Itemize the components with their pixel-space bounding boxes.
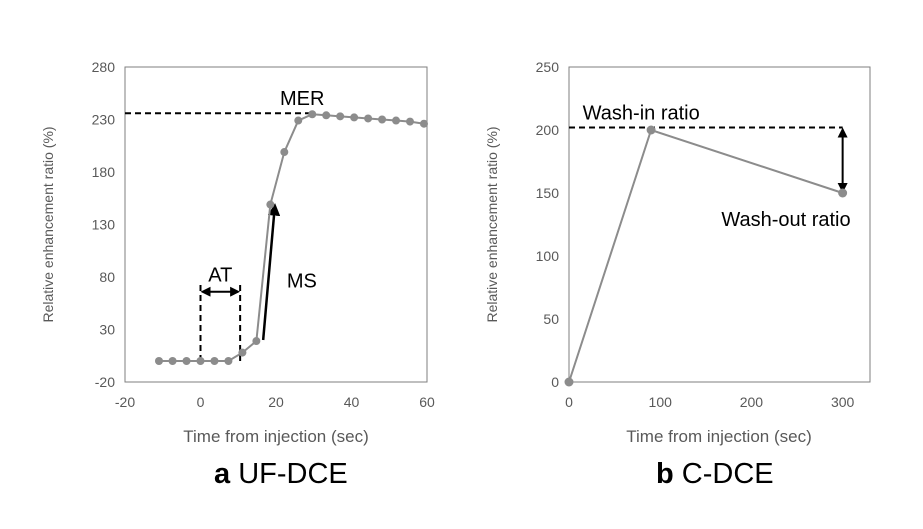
annotation-label: AT — [208, 265, 232, 287]
chart-b: 0 50 100 150 200 250 0 100 200 300 Time from injec… — [484, 59, 871, 446]
x-tick-label: 0 — [565, 394, 573, 410]
y-tick-label: 150 — [536, 185, 560, 201]
data-point — [308, 110, 317, 119]
annotation-label: MER — [280, 88, 324, 110]
annotation-label: Wash-out ratio — [721, 209, 850, 231]
data-point — [196, 357, 205, 365]
y-tick-label: 100 — [536, 248, 560, 264]
x-axis-title: Time from injection (sec) — [183, 427, 368, 446]
y-axis-title: Relative enhancement ratio (%) — [40, 126, 56, 322]
data-point — [392, 116, 401, 125]
series-line — [158, 113, 425, 362]
data-point — [336, 112, 345, 121]
data-point — [406, 117, 415, 126]
data-point — [564, 377, 574, 387]
caption-a: a UF-DCE — [214, 458, 348, 490]
y-tick-label: 50 — [543, 311, 559, 327]
y-tick-label: 180 — [92, 164, 116, 180]
x-axis-title: Time from injection (sec) — [626, 427, 811, 446]
plot-area — [124, 66, 428, 383]
plot-area — [568, 66, 871, 383]
x-tick-label: 20 — [268, 394, 284, 410]
data-point — [266, 200, 275, 209]
data-point — [238, 348, 247, 357]
data-point — [224, 357, 233, 365]
data-point — [210, 357, 219, 365]
x-tick-label: 60 — [419, 394, 435, 410]
data-point — [182, 357, 191, 365]
x-tick-label: -20 — [115, 394, 135, 410]
data-point — [419, 119, 428, 128]
annotation-label: MS — [287, 271, 317, 293]
y-axis-title: Relative enhancement ratio (%) — [484, 126, 500, 322]
data-point — [252, 337, 261, 346]
data-point — [646, 125, 656, 135]
y-tick-label: -20 — [95, 374, 115, 390]
data-point — [154, 357, 163, 365]
caption-b: b C-DCE — [656, 458, 774, 490]
x-tick-label: 100 — [649, 394, 673, 410]
x-tick-label: 40 — [344, 394, 360, 410]
y-tick-label: 250 — [536, 59, 560, 75]
data-point — [838, 188, 848, 198]
x-tick-label: 0 — [197, 394, 205, 410]
x-tick-label: 200 — [740, 394, 764, 410]
y-tick-label: 230 — [92, 112, 116, 128]
data-point — [322, 111, 331, 120]
y-tick-label: 130 — [92, 217, 116, 233]
data-point — [350, 113, 359, 122]
data-point — [294, 116, 303, 125]
x-tick-label: 300 — [831, 394, 855, 410]
y-tick-label: 80 — [99, 269, 115, 285]
data-point — [280, 148, 289, 157]
data-point — [168, 357, 177, 365]
y-tick-label: 0 — [551, 374, 559, 390]
y-tick-label: 200 — [536, 122, 560, 138]
series-line — [568, 128, 843, 383]
y-tick-label: 30 — [99, 322, 115, 338]
data-point — [378, 115, 387, 124]
y-tick-label: 280 — [92, 59, 116, 75]
data-point — [364, 114, 373, 123]
chart-a: -20 30 80 130 180 230 280 -20 0 20 40 60 Time from i… — [40, 59, 435, 446]
annotation-label: Wash-in ratio — [583, 102, 700, 124]
ms-arrow — [261, 203, 281, 341]
